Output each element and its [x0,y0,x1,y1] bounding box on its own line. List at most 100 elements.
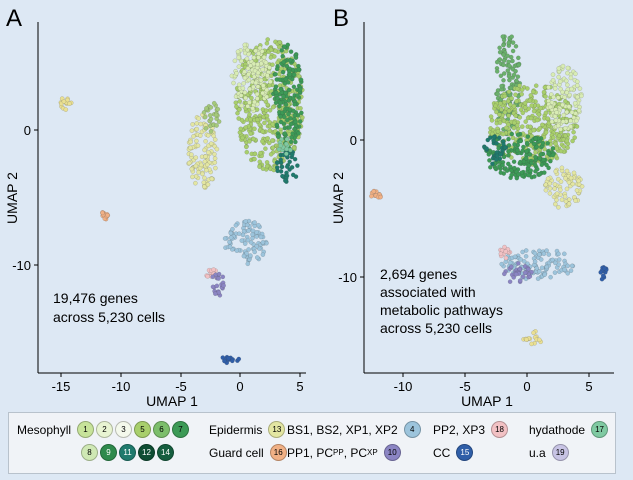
cell-point [212,156,218,161]
cell-point [577,86,583,91]
cell-point [513,271,519,277]
cell-point [501,58,507,63]
cell-point [289,165,295,170]
cell-point [498,73,504,79]
legend-label: u.a [529,445,546,460]
cell-point [513,113,519,119]
cell-point [512,142,517,147]
cell-point [576,178,581,184]
cell-point [278,114,283,119]
cell-point [252,220,257,225]
cell-point [532,174,537,179]
cell-point [284,63,290,69]
cell-point [189,152,194,157]
cell-point [560,119,566,124]
cell-point [222,236,228,241]
cell-point [236,55,241,60]
cell-point [521,258,527,264]
cell-point [523,253,529,259]
cell-point [278,157,284,163]
cell-point [558,187,563,193]
cell-point [263,108,269,113]
cell-point [243,219,248,224]
cell-point [266,140,272,146]
cell-point [222,358,227,364]
cell-point [560,89,565,95]
cell-point [506,143,512,148]
cell-point [497,49,503,55]
legend-guard-cell: Guard cell 16 [209,444,289,461]
cell-point [500,62,506,68]
cell-point [506,153,511,158]
cell-point [494,109,499,115]
cell-point [230,226,235,232]
cell-point [503,259,509,265]
legend-label: Guard cell [209,445,264,460]
cell-point [511,72,517,78]
cell-point [371,189,377,194]
cell-point [540,140,546,146]
panel-a-x-ticks: -15 -10 -5 0 5 [52,373,304,394]
cell-point [264,41,270,46]
cell-point [293,139,298,145]
cell-point [495,128,501,134]
cell-point [293,55,299,60]
cluster-bs1-bs2-xp1-xp2 [222,218,269,267]
cell-point [244,56,250,62]
cell-point [554,191,560,196]
cell-point [282,178,288,183]
cell-point [524,140,530,146]
cell-point [252,99,257,105]
cell-point [251,136,256,142]
cell-point [543,94,548,99]
cell-point [194,126,200,132]
cell-point [270,104,276,110]
cell-point [248,253,253,258]
cell-point [543,129,549,135]
cell-point [541,157,546,163]
cell-point [204,162,210,168]
cell-point [547,181,553,186]
cell-point [506,89,512,95]
cell-point [200,171,205,177]
cell-point [558,127,563,132]
cell-point [562,251,567,257]
cell-point [268,47,274,53]
cell-point [572,135,578,140]
cell-point [238,126,243,132]
panel-b-xtick-label: -5 [459,379,471,394]
cell-point [506,122,511,127]
cell-point [264,113,270,119]
cell-point [507,77,512,83]
cell-point [288,139,294,145]
cell-point [498,152,503,157]
cell-point [63,107,69,112]
cell-point [563,175,568,181]
cell-point [546,252,552,257]
cell-point [514,175,520,181]
cell-point [487,164,493,170]
cell-point [282,44,287,50]
cell-point [100,210,105,216]
legend-bs-xp: BS1, BS2, XP1, XP2 4 [287,421,423,438]
cell-point [529,103,535,108]
cell-point [498,170,504,175]
cell-point [553,141,559,147]
legend-hydathode: hydathode 17 [529,421,610,438]
panel-b-xtick-label: -10 [394,379,413,394]
cell-point [248,117,253,122]
cell-point [198,162,204,168]
cell-point [292,113,298,118]
cell-point [261,54,267,60]
legend-badge: 15 [456,444,474,461]
cell-point [516,55,521,61]
cell-point [537,252,542,257]
cell-point [550,72,556,77]
cell-point [283,102,289,107]
cell-point [252,68,258,74]
cell-point [205,274,210,279]
cell-point [186,160,192,166]
cell-point [574,124,580,129]
cell-point [212,137,218,142]
cell-point [213,165,218,171]
